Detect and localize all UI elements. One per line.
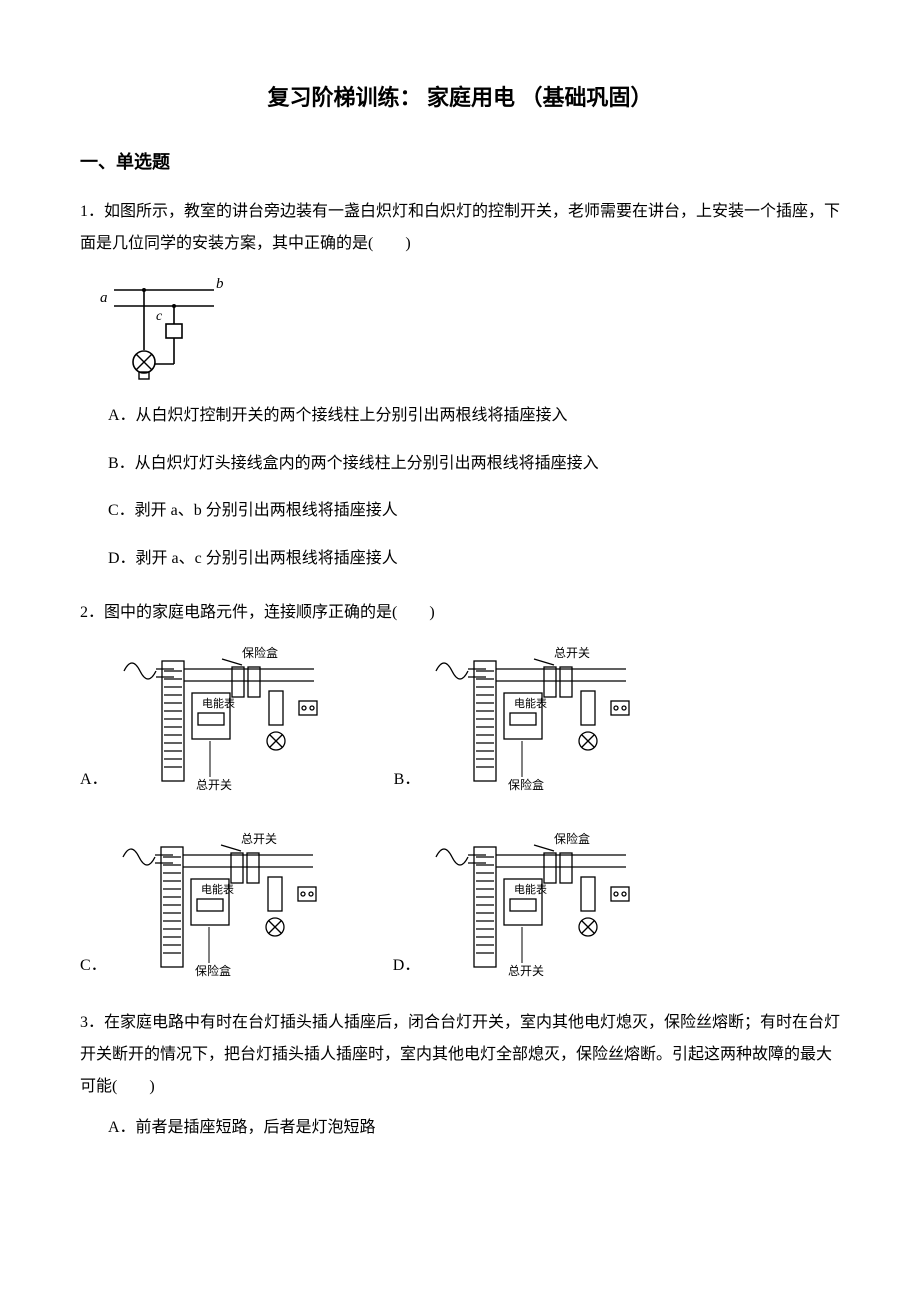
q2-diagram-a: 保险盒 电能表 总开关 bbox=[114, 641, 334, 791]
q2-image-options: A． bbox=[80, 641, 840, 977]
q2-option-d-label: D． bbox=[393, 951, 421, 977]
label-a: a bbox=[100, 290, 108, 306]
label-b: b bbox=[216, 276, 224, 292]
q2d-label-bottom: 总开关 bbox=[508, 964, 544, 977]
q2-option-b-wrap: B． bbox=[394, 641, 647, 791]
q3-option-a: A．前者是插座短路，后者是灯泡短路 bbox=[108, 1115, 840, 1141]
q2-option-c-label: C． bbox=[80, 951, 107, 977]
q1-option-a: A．从白炽灯控制开关的两个接线柱上分别引出两根线将插座接入 bbox=[108, 403, 840, 429]
section-heading-1: 一、单选题 bbox=[80, 148, 840, 174]
q2c-label-bottom: 保险盒 bbox=[195, 963, 231, 977]
q2-option-d-wrap: D． bbox=[393, 827, 647, 977]
q2c-label-top: 总开关 bbox=[241, 832, 277, 846]
q1-options: A．从白炽灯控制开关的两个接线柱上分别引出两根线将插座接入 B．从白炽灯灯头接线… bbox=[80, 403, 840, 571]
q3-options: A．前者是插座短路，后者是灯泡短路 bbox=[80, 1115, 840, 1141]
q1-option-c: C．剥开 a、b 分别引出两根线将插座接人 bbox=[108, 498, 840, 524]
q2d-label-top: 保险盒 bbox=[554, 831, 590, 846]
q2-option-a-label: A． bbox=[80, 765, 108, 791]
q3-stem: 3．在家庭电路中有时在台灯插头插人插座后，闭合台灯开关，室内其他电灯熄灭，保险丝… bbox=[80, 1007, 840, 1103]
q2-diagram-d: 保险盒 电能表 总开关 bbox=[426, 827, 646, 977]
q2b-label-top: 总开关 bbox=[554, 646, 590, 660]
q2-diagram-c: 总开关 电能表 保险盒 bbox=[113, 827, 333, 977]
q2-option-c-wrap: C． bbox=[80, 827, 333, 977]
q2-stem: 2．图中的家庭电路元件，连接顺序正确的是( ) bbox=[80, 597, 840, 629]
q2a-label-top: 保险盒 bbox=[242, 645, 278, 660]
q2-diagram-b: 总开关 电能表 保险盒 bbox=[426, 641, 646, 791]
q2-option-a-wrap: A． bbox=[80, 641, 334, 791]
q1-circuit-svg: c a b bbox=[96, 272, 226, 387]
q2a-label-bottom: 总开关 bbox=[196, 778, 232, 791]
q1-stem: 1．如图所示，教室的讲台旁边装有一盏白炽灯和白炽灯的控制开关，老师需要在讲台，上… bbox=[80, 196, 840, 260]
q2b-label-bottom: 保险盒 bbox=[508, 777, 544, 791]
q1-option-b: B．从白炽灯灯头接线盒内的两个接线柱上分别引出两根线将插座接入 bbox=[108, 451, 840, 477]
page-title: 复习阶梯训练： 家庭用电 （基础巩固） bbox=[80, 80, 840, 112]
q1-figure: c a b bbox=[96, 272, 840, 387]
q2d-label-meter: 电能表 bbox=[514, 882, 547, 896]
page: 复习阶梯训练： 家庭用电 （基础巩固） 一、单选题 1．如图所示，教室的讲台旁边… bbox=[0, 0, 920, 1302]
q1-option-d: D．剥开 a、c 分别引出两根线将插座接人 bbox=[108, 546, 840, 572]
q2-option-b-label: B． bbox=[394, 765, 421, 791]
label-c: c bbox=[156, 309, 163, 324]
q2b-label-meter: 电能表 bbox=[514, 696, 547, 710]
q2c-label-meter: 电能表 bbox=[201, 882, 234, 896]
q2a-label-meter: 电能表 bbox=[202, 696, 235, 710]
